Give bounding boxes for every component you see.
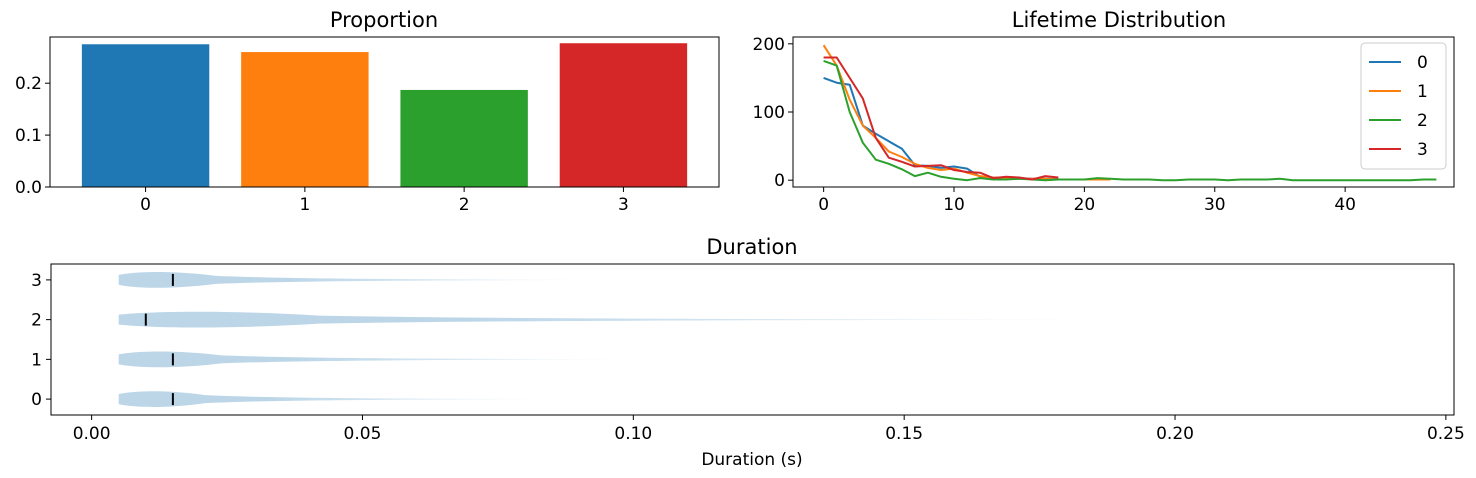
lifetime-chart: Lifetime Distribution 0 10 20 30 40 0 100 200 0 1…: [753, 8, 1455, 215]
x-tick-label: 2: [459, 195, 470, 215]
duration-chart: Duration 0.00 0.05 0.10 0.15 0.20 0.25 0 1 2 3 Du…: [31, 235, 1465, 470]
x-tick-label: 3: [618, 195, 629, 215]
x-tick-label: 10: [943, 195, 965, 215]
violin-body-0: [118, 391, 553, 407]
bar-2: [400, 89, 528, 187]
y-tick-label: 0.1: [15, 126, 42, 146]
y-tick-label: 200: [753, 35, 785, 55]
series-line-3: [823, 56, 1059, 181]
lifetime-title: Lifetime Distribution: [1012, 8, 1226, 32]
x-tick-label: 0: [140, 195, 151, 215]
x-tick-label: 0.20: [1156, 424, 1194, 444]
plot-frame: [50, 263, 1455, 416]
x-tick-label: 0.10: [614, 424, 652, 444]
y-tick-label: 0: [774, 171, 785, 191]
series-line-2: [823, 59, 1437, 182]
x-tick-label: 20: [1074, 195, 1096, 215]
legend-label-3: 3: [1417, 140, 1428, 160]
bar-1: [241, 52, 369, 187]
x-tick-label: 0: [818, 195, 829, 215]
x-tick-label: 30: [1204, 195, 1226, 215]
x-tick-label: 0.25: [1427, 424, 1465, 444]
x-tick-label: 1: [299, 195, 310, 215]
legend-label-1: 1: [1417, 82, 1428, 102]
violin-body-3: [118, 272, 607, 288]
y-tick-label: 100: [753, 103, 785, 123]
proportion-title: Proportion: [330, 8, 438, 32]
duration-x-axis-label: Duration (s): [701, 450, 802, 470]
plot-frame: [49, 36, 720, 188]
x-tick-label: 0.05: [344, 424, 382, 444]
y-tick-label: 0: [31, 390, 42, 410]
y-tick-label: 2: [31, 311, 42, 331]
y-tick-label: 0.2: [15, 74, 42, 94]
proportion-plot-area: 0 1 2 3 0.0 0.1 0.2: [15, 36, 720, 215]
violin-body-2: [118, 311, 1121, 328]
duration-plot-area: 0.00 0.05 0.10 0.15 0.20 0.25 0 1 2 3: [31, 263, 1465, 444]
legend: 0 1 2 3: [1360, 42, 1447, 170]
legend-label-0: 0: [1417, 53, 1428, 73]
legend-box: [1360, 42, 1447, 170]
x-tick-label: 0.00: [73, 424, 111, 444]
violin-body-1: [118, 351, 634, 368]
bar-3: [559, 43, 688, 187]
bar-0: [81, 44, 210, 188]
duration-title: Duration: [706, 235, 797, 259]
x-tick-label: 0.15: [885, 424, 923, 444]
y-tick-label: 3: [31, 271, 42, 291]
proportion-chart: Proportion 0 1 2 3 0.0 0.1 0.2: [15, 8, 720, 215]
y-tick-label: 0.0: [15, 178, 42, 198]
x-tick-label: 40: [1334, 195, 1356, 215]
legend-label-2: 2: [1417, 111, 1428, 131]
lifetime-plot-area: 0 10 20 30 40 0 100 200 0 1 2 3: [753, 35, 1455, 215]
y-tick-label: 1: [31, 350, 42, 370]
